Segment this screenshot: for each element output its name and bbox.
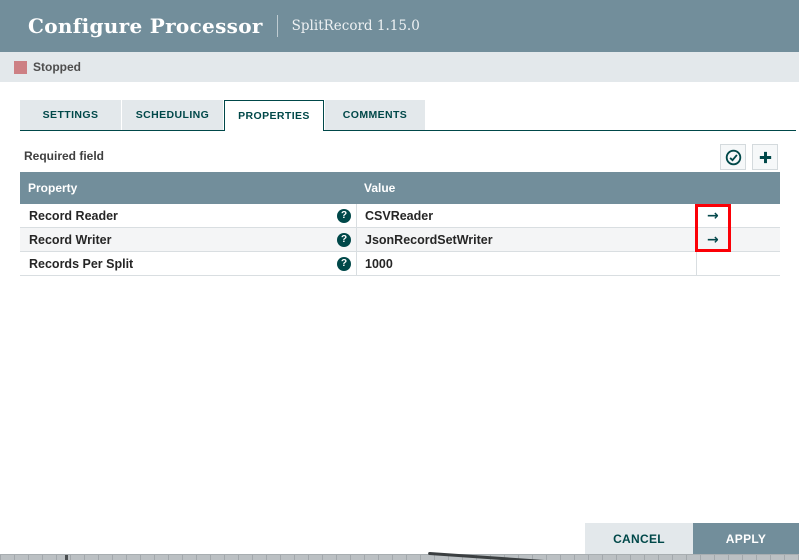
arrow-right-icon[interactable]: →	[707, 207, 719, 224]
property-value-cell[interactable]: 1000	[356, 252, 696, 275]
table-row: Record Writer ? JsonRecordSetWriter →	[20, 228, 780, 252]
add-property-button[interactable]	[752, 144, 778, 170]
property-value: 1000	[365, 256, 393, 271]
table-row: Records Per Split ? 1000	[20, 252, 780, 276]
arrow-right-icon[interactable]: →	[707, 231, 719, 248]
required-field-label: Required field	[24, 149, 105, 163]
status-label: Stopped	[33, 60, 81, 74]
property-value: CSVReader	[365, 208, 434, 223]
properties-table: Property Value Record Reader ? CSVReader…	[20, 172, 780, 276]
property-name-cell: Record Writer ?	[20, 228, 356, 251]
title-separator	[276, 15, 278, 37]
canvas-background-strip	[0, 554, 799, 560]
dialog-title: Configure Processor	[28, 14, 263, 38]
apply-button[interactable]: APPLY	[693, 523, 799, 554]
question-circle-icon[interactable]: ?	[337, 232, 351, 247]
question-circle-icon[interactable]: ?	[337, 208, 351, 223]
property-name: Records Per Split	[29, 256, 134, 271]
cancel-button-label: CANCEL	[613, 531, 665, 546]
property-name: Record Reader	[29, 208, 118, 223]
property-value: JsonRecordSetWriter	[365, 232, 493, 247]
tab-scheduling[interactable]: SCHEDULING	[122, 100, 223, 130]
tab-settings[interactable]: SETTINGS	[20, 100, 121, 130]
tab-settings-label: SETTINGS	[42, 109, 99, 121]
property-name-cell: Record Reader ?	[20, 204, 356, 227]
plus-icon	[757, 149, 774, 166]
apply-button-label: APPLY	[725, 531, 767, 546]
question-circle-icon[interactable]: ?	[337, 256, 351, 271]
tabs-underline	[20, 130, 796, 131]
cancel-button[interactable]: CANCEL	[585, 523, 693, 554]
dialog-header: Configure Processor SplitRecord 1.15.0	[0, 0, 799, 52]
processor-name-version: SplitRecord 1.15.0	[291, 18, 420, 34]
property-name: Record Writer	[29, 232, 112, 247]
property-action-cell: →	[696, 228, 780, 251]
tab-properties-label: PROPERTIES	[238, 110, 310, 122]
property-value-cell[interactable]: JsonRecordSetWriter	[356, 228, 696, 251]
canvas-mark	[65, 555, 68, 560]
column-header-property: Property	[28, 181, 78, 195]
property-value-cell[interactable]: CSVReader	[356, 204, 696, 227]
property-action-cell	[696, 252, 780, 275]
property-action-cell: →	[696, 204, 780, 227]
tab-comments[interactable]: COMMENTS	[325, 100, 425, 130]
tab-properties[interactable]: PROPERTIES	[224, 100, 324, 131]
table-row: Record Reader ? CSVReader →	[20, 204, 780, 228]
check-circle-icon	[725, 149, 742, 166]
tab-scheduling-label: SCHEDULING	[135, 109, 210, 121]
table-header-row: Property Value	[20, 172, 780, 204]
verify-properties-button[interactable]	[720, 144, 746, 170]
property-name-cell: Records Per Split ?	[20, 252, 356, 275]
tab-comments-label: COMMENTS	[342, 109, 408, 121]
column-header-value: Value	[364, 181, 396, 195]
stopped-square-icon	[14, 60, 27, 74]
status-bar: Stopped	[0, 52, 799, 82]
